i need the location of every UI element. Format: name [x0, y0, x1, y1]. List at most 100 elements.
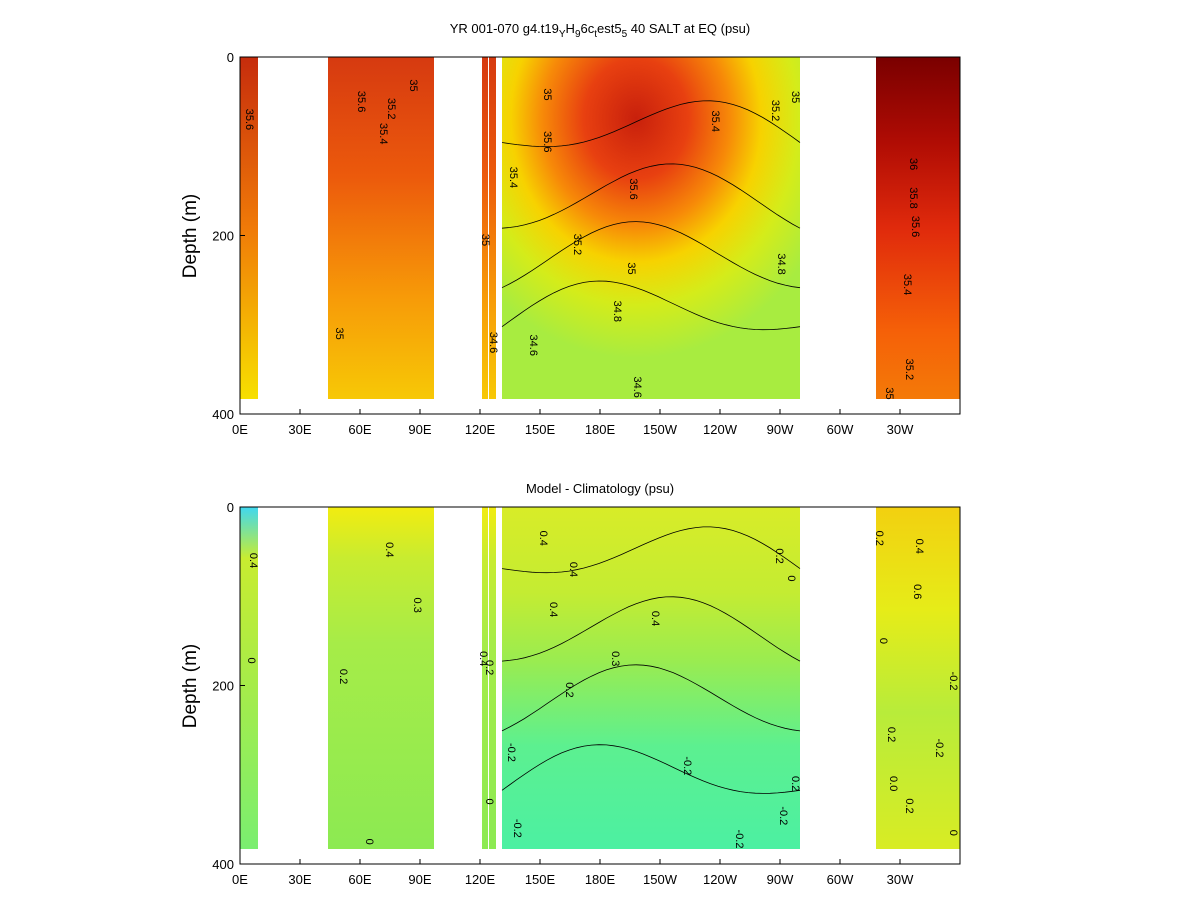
top-x-tick-label: 150E: [525, 422, 556, 437]
bottom-contour-label: -0.2: [777, 806, 789, 825]
top-contour-label: 35.4: [901, 274, 913, 295]
bottom-x-tick-label: 120W: [703, 872, 738, 887]
bottom-y-tick-label: 200: [212, 679, 234, 694]
top-x-tick-label: 90W: [767, 422, 794, 437]
bottom-ocean-section: [876, 507, 960, 849]
top-ocean-section: [489, 57, 496, 399]
top-contour-label: 35: [407, 79, 419, 91]
top-contour-label: 35.6: [541, 131, 553, 152]
top-contour-label: 35: [541, 88, 553, 100]
bottom-contour-label: 0.4: [649, 611, 661, 626]
top-contour-label: 35.2: [769, 100, 781, 121]
top-x-tick-label: 90E: [408, 422, 431, 437]
top-ocean-section: [876, 57, 960, 399]
bottom-x-tick-label: 150E: [525, 872, 556, 887]
bottom-x-tick-label: 150W: [643, 872, 678, 887]
bottom-contour-label: -0.2: [681, 756, 693, 775]
top-ocean-section: [502, 57, 800, 399]
bottom-contour-label: 0.4: [567, 562, 579, 577]
bottom-x-tick-label: 90E: [408, 872, 431, 887]
top-contour-label: 35.4: [507, 167, 519, 188]
top-contour-label: 35: [625, 262, 637, 274]
top-contour-label: 35.6: [627, 178, 639, 199]
bottom-ocean-section: [240, 507, 258, 849]
top-contour-line: [501, 280, 801, 331]
bottom-x-tick-label: 30E: [288, 872, 311, 887]
top-y-tick-label: 0: [227, 50, 234, 65]
bottom-contour-label: 0.4: [477, 651, 489, 666]
bottom-chart-title: Model - Climatology (psu): [526, 481, 674, 496]
top-plot-area: 35.2 35 35.6 35.4 35 35.6 35.4 35.6 35.4 35.2 35 35…: [212, 50, 961, 437]
top-x-tick-label: 60E: [348, 422, 371, 437]
top-contour-label: 35: [883, 387, 895, 399]
bottom-contour-label: -0.2: [733, 830, 745, 849]
bottom-contour-label: 0.2: [873, 531, 885, 546]
bottom-contour-line: [501, 526, 801, 574]
bottom-plot-area: 0.4 0.3 0 0.2 0.4 0 0.4 0.4 0.4 0.4 0.3 0.2 0.2 0 -0.2…: [212, 500, 961, 887]
top-contour-label: 35: [333, 328, 345, 340]
bottom-contour-label: 0: [483, 798, 495, 804]
top-contour-label: 34.6: [527, 335, 539, 356]
bottom-contour-label: 0.3: [411, 598, 423, 613]
bottom-contour-label: 0.0: [887, 776, 899, 791]
bottom-x-tick-label: 0E: [232, 872, 248, 887]
top-contour-label: 35.4: [709, 111, 721, 132]
top-contour-label: 34.8: [775, 253, 787, 274]
bottom-ocean-section: [328, 507, 434, 849]
top-contour-label: 35.6: [355, 91, 367, 112]
bottom-x-tick-label: 180E: [585, 872, 616, 887]
bottom-x-tick-label: 30W: [887, 872, 914, 887]
top-contour-label: 35.2: [571, 234, 583, 255]
bottom-contour-label: -0.2: [933, 738, 945, 757]
top-x-tick-label: 120W: [703, 422, 738, 437]
top-x-tick-label: 150W: [643, 422, 678, 437]
bottom-contour-label: 0.2: [563, 682, 575, 697]
bottom-contour-line: [501, 664, 801, 732]
top-contour-label: 35.8: [907, 187, 919, 208]
bottom-contour-label: 0.2: [789, 776, 801, 791]
bottom-y-tick-label: 400: [212, 857, 234, 872]
top-contour-label: 36: [907, 158, 919, 170]
top-contour-line: [501, 221, 801, 289]
bottom-x-tick-label: 60W: [827, 872, 854, 887]
bottom-contour-label: 0.4: [913, 539, 925, 554]
bottom-contour-line: [501, 596, 801, 662]
bottom-contour-label: 0.2: [885, 727, 897, 742]
top-contour-line: [501, 163, 801, 229]
top-x-tick-label: 180E: [585, 422, 616, 437]
top-contour-label: 35: [789, 91, 801, 103]
bottom-contour-label: 0.3: [609, 651, 621, 666]
bottom-contour-label: 0.4: [383, 542, 395, 557]
top-contour-label: 34.6: [487, 332, 499, 353]
top-contour-line: [501, 100, 801, 148]
top-x-tick-label: 60W: [827, 422, 854, 437]
bottom-ocean-section: [482, 507, 488, 849]
top-chart-title: YR 001-070 g4.t19YH96ctest55 40 SALT at …: [450, 21, 751, 40]
bottom-contour-label: 0: [363, 839, 375, 845]
bottom-contour-label: -0.2: [505, 743, 517, 762]
bottom-ocean-section: [489, 507, 496, 849]
top-contour-label: 34.6: [631, 377, 643, 398]
bottom-contour-label: 0: [877, 638, 889, 644]
bottom-contour-label: 0.2: [773, 548, 785, 563]
top-y-tick-label: 200: [212, 229, 234, 244]
bottom-contour-label: -0.2: [947, 672, 959, 691]
bottom-contour-label: 0.4: [547, 602, 559, 617]
top-contour-label: 35.6: [909, 216, 921, 237]
bottom-contour-label: 0.2: [903, 798, 915, 813]
top-ocean-section: [240, 57, 258, 399]
bottom-y-axis-label: Depth (m): [180, 644, 201, 728]
bottom-contour-label: 0.4: [537, 531, 549, 546]
top-contour-label: 35.4: [377, 123, 389, 144]
bottom-x-tick-label: 120E: [465, 872, 496, 887]
top-x-tick-label: 30W: [887, 422, 914, 437]
bottom-x-tick-label: 90W: [767, 872, 794, 887]
bottom-x-tick-label: 60E: [348, 872, 371, 887]
bottom-contour-line: [501, 744, 801, 794]
bottom-contour-label: 0.2: [337, 669, 349, 684]
bottom-ocean-section: [502, 507, 800, 849]
bottom-y-tick-label: 0: [227, 500, 234, 515]
top-x-tick-label: 30E: [288, 422, 311, 437]
top-contour-label: 35: [479, 234, 491, 246]
